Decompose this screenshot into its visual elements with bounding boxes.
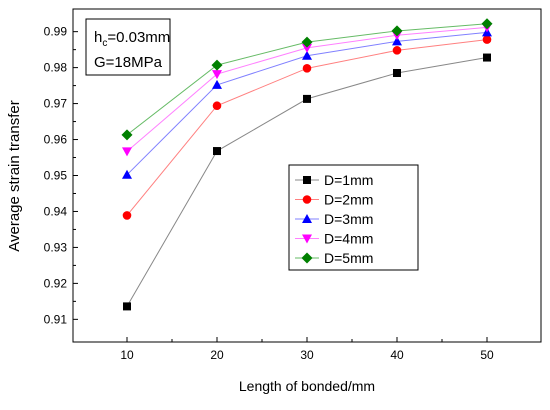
legend-marker — [302, 195, 312, 204]
data-point — [391, 25, 403, 37]
data-point — [392, 46, 402, 55]
legend-entry-3: D=3mm — [295, 211, 373, 227]
legend-label: D=1mm — [324, 172, 373, 188]
data-point — [482, 35, 492, 44]
y-tick-label-0.93: 0.93 — [44, 240, 68, 254]
x-tick-label-30: 30 — [300, 348, 314, 362]
x-axis-title: Length of bonded/mm — [239, 378, 375, 394]
legend-entry-4: D=4mm — [295, 231, 373, 247]
legend-entry-2: D=2mm — [295, 192, 373, 208]
legend-label: D=4mm — [324, 231, 373, 247]
y-tick-label-0.95: 0.95 — [44, 169, 68, 183]
data-point — [122, 147, 132, 157]
data-point — [212, 70, 222, 80]
annotation-box: hc=0.03mm G=18MPa — [85, 18, 171, 76]
data-point — [301, 36, 313, 48]
data-point — [481, 18, 493, 30]
legend-entry-5: D=5mm — [295, 250, 373, 266]
y-tick-label-0.97: 0.97 — [44, 97, 68, 111]
legend-marker — [303, 176, 311, 184]
data-point — [302, 64, 312, 73]
y-tick-label-0.99: 0.99 — [44, 25, 68, 39]
annotation-hc-value: =0.03mm — [107, 29, 170, 46]
legend-entry-1: D=1mm — [295, 172, 373, 188]
data-point — [213, 147, 221, 156]
series-3 — [122, 27, 492, 179]
y-tick-label-0.92: 0.92 — [44, 276, 68, 290]
y-axis-title: Average strain transfer — [6, 100, 23, 251]
data-point — [121, 129, 133, 141]
x-tick-label-20: 20 — [210, 348, 224, 362]
data-point — [122, 169, 132, 179]
series-1 — [123, 53, 491, 311]
y-tick-label-0.96: 0.96 — [44, 133, 68, 147]
axis-ticks: 10 20 30 40 50 0.91 0.92 0.93 0.94 0.95 0.96 0.97 0.… — [44, 25, 494, 362]
y-tick-label-0.94: 0.94 — [44, 204, 68, 218]
data-point — [302, 50, 312, 60]
legend-label: D=3mm — [324, 211, 373, 227]
legend-label: D=5mm — [324, 250, 373, 266]
data-point — [303, 94, 311, 103]
data-point — [302, 43, 312, 53]
data-point — [123, 302, 131, 311]
series-2 — [122, 35, 492, 220]
legend: D=1mm D=2mm D=3mm D=4mm D=5mm — [288, 164, 419, 271]
legend-label: D=2mm — [324, 192, 373, 208]
legend-marker — [302, 234, 312, 244]
x-tick-label-40: 40 — [390, 348, 404, 362]
legend-marker — [301, 252, 313, 264]
y-tick-label-0.91: 0.91 — [44, 312, 68, 326]
annotation-frame — [85, 18, 171, 76]
annotation-hc: hc=0.03mm — [94, 29, 170, 49]
data-point — [483, 53, 491, 62]
series-5 — [121, 18, 493, 141]
data-point — [211, 59, 223, 71]
x-tick-label-50: 50 — [480, 348, 494, 362]
data-point — [122, 211, 132, 220]
annotation-hc-sub: c — [102, 38, 107, 49]
data-point — [212, 101, 222, 111]
data-point — [212, 79, 222, 89]
y-tick-label-0.98: 0.98 — [44, 61, 68, 75]
annotation-hc-prefix: h — [94, 29, 102, 46]
series-layer — [121, 18, 493, 311]
annotation-g: G=18MPa — [94, 54, 163, 71]
legend-marker — [302, 214, 312, 223]
data-point — [392, 36, 402, 46]
x-tick-label-10: 10 — [120, 348, 134, 362]
data-point — [393, 69, 401, 78]
